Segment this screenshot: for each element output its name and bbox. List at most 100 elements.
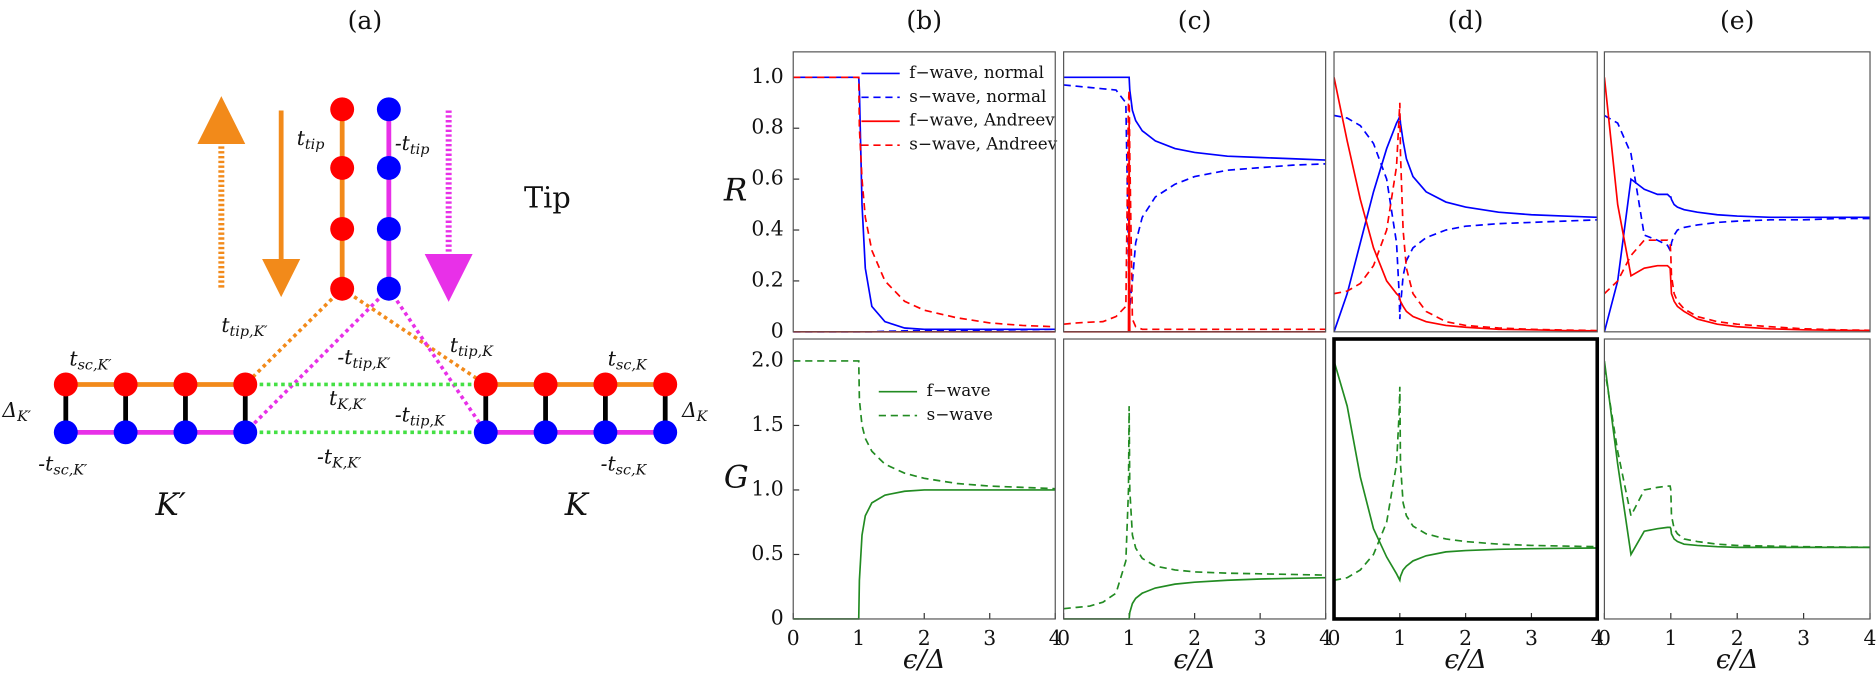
label-main: -t bbox=[395, 130, 411, 154]
hopping-label: -ttip bbox=[395, 130, 430, 157]
label-sub: tip,K bbox=[458, 344, 494, 360]
label-main: -t bbox=[317, 444, 333, 468]
x-tick-label: 0 bbox=[1598, 626, 1611, 650]
series-line bbox=[1063, 576, 1326, 620]
series-line bbox=[1604, 367, 1871, 549]
x-tick-label: 1 bbox=[1123, 626, 1136, 650]
hopping-label: ttip bbox=[297, 126, 325, 153]
legend: f−wave s−wave bbox=[878, 380, 993, 424]
panel: (b) R 0 0.2 0.4 0.6 0.8 1.0 f−wave, normal s−wave… bbox=[723, 6, 1058, 342]
y-tick-label: 0.4 bbox=[751, 217, 783, 241]
series-line bbox=[1063, 90, 1326, 331]
series-line bbox=[1334, 386, 1598, 582]
legend-label: f−wave bbox=[927, 380, 991, 400]
label-sub: tip,K bbox=[410, 414, 446, 430]
y-tick-label: 0.5 bbox=[751, 541, 783, 565]
panel-title: (d) bbox=[1448, 6, 1484, 35]
x-tick-label: 3 bbox=[1254, 626, 1267, 650]
x-tick-label: 1 bbox=[1664, 626, 1677, 650]
series-line bbox=[1334, 77, 1598, 332]
series-line bbox=[793, 76, 1056, 328]
plot-frame bbox=[1063, 51, 1327, 333]
label-main: t bbox=[221, 312, 230, 336]
label-main: Δ bbox=[681, 397, 697, 421]
series-line bbox=[1604, 77, 1871, 332]
y-tick-label: 0.6 bbox=[751, 166, 783, 190]
label-main: -t bbox=[38, 451, 54, 475]
label-main: Δ bbox=[1, 397, 17, 421]
label-sub: tip bbox=[410, 142, 430, 158]
hopping-label: tK,K′ bbox=[329, 385, 367, 412]
series-line bbox=[1334, 115, 1598, 333]
k-label: K bbox=[564, 487, 590, 523]
tip-label: Tip bbox=[524, 181, 571, 215]
label-main: -t bbox=[337, 345, 353, 369]
lattice-diagram: (a) Tip K′ K ttip -ttipttip,K′-ttip,K′tti… bbox=[1, 6, 708, 523]
y-tick-label: 1.0 bbox=[751, 476, 783, 500]
panel: (c) bbox=[1063, 6, 1327, 333]
label-main: -t bbox=[601, 451, 617, 475]
series-line bbox=[1604, 360, 1871, 557]
panel-title: (c) bbox=[1178, 6, 1212, 35]
label-main: t bbox=[608, 346, 617, 370]
x-tick-label: 4 bbox=[1319, 626, 1332, 650]
x-tick-label: 4 bbox=[1591, 626, 1604, 650]
plot-frame bbox=[1333, 51, 1598, 333]
sites bbox=[53, 97, 678, 445]
x-axis-label: ϵ/Δ bbox=[1444, 645, 1487, 675]
label-main: -t bbox=[395, 402, 411, 426]
legend-label: s−wave, normal bbox=[909, 86, 1046, 106]
x-tick-label: 2 bbox=[918, 626, 931, 650]
panel: ϵ/Δ 0 1 2 3 4 bbox=[1328, 337, 1604, 675]
legend-label: f−wave, normal bbox=[909, 62, 1044, 82]
series-line bbox=[793, 360, 1056, 490]
label-main: t bbox=[450, 333, 459, 357]
panel: Gϵ/Δ 0 0.5 1.0 1.5 2.0 0 1 2 3 4 f−wave s−wave bbox=[724, 338, 1062, 675]
label-sub: K,K′ bbox=[331, 455, 362, 471]
hoppings bbox=[243, 287, 488, 435]
x-tick-label: 0 bbox=[1057, 626, 1070, 650]
plot-frame bbox=[792, 51, 1056, 333]
plot-frame bbox=[1603, 338, 1871, 620]
bonds bbox=[63, 109, 668, 435]
hopping-label: ttip,K′ bbox=[221, 312, 268, 339]
x-tick-label: 2 bbox=[1731, 626, 1744, 650]
series-line bbox=[1063, 84, 1326, 320]
hopping-label: -ttip,K′ bbox=[337, 345, 391, 372]
k-prime-label: K′ bbox=[155, 487, 186, 523]
hopping-label: tsc,K bbox=[608, 346, 648, 373]
label-sub: K,K′ bbox=[336, 397, 367, 413]
y-tick-label: 0.2 bbox=[751, 267, 783, 291]
label-sub: sc,K′ bbox=[53, 463, 88, 479]
label-sub: sc,K bbox=[616, 463, 648, 479]
series-line bbox=[1334, 360, 1598, 583]
legend-label: f−wave, Andreev bbox=[909, 110, 1055, 130]
label-sub: sc,K bbox=[616, 357, 648, 373]
x-tick-label: 2 bbox=[1188, 626, 1201, 650]
panel: (e) bbox=[1603, 6, 1871, 333]
label-main: t bbox=[329, 385, 338, 409]
series-line bbox=[793, 489, 1056, 620]
x-axis-label: ϵ/Δ bbox=[903, 645, 946, 675]
x-tick-label: 3 bbox=[983, 626, 996, 650]
label-sub: sc,K′ bbox=[78, 357, 113, 373]
hopping-label: ΔK bbox=[681, 397, 709, 424]
y-axis-label: R bbox=[723, 172, 747, 208]
hopping-label: -tsc,K bbox=[601, 451, 648, 478]
series-line bbox=[1604, 239, 1871, 332]
label-sub: K bbox=[696, 409, 709, 425]
x-tick-label: 4 bbox=[1864, 626, 1876, 650]
label-sub: tip,K′ bbox=[230, 324, 269, 340]
hopping-label: ΔK′ bbox=[1, 397, 31, 424]
x-tick-label: 3 bbox=[1797, 626, 1810, 650]
charts: (b) R 0 0.2 0.4 0.6 0.8 1.0 f−wave, normal s−wave… bbox=[723, 6, 1876, 675]
series-line bbox=[1334, 102, 1598, 332]
x-tick-label: 0 bbox=[1328, 626, 1341, 650]
x-tick-label: 1 bbox=[852, 626, 865, 650]
series-line bbox=[1604, 177, 1871, 333]
legend-label: s−wave, Andreev bbox=[909, 134, 1057, 154]
label-sub: K′ bbox=[16, 409, 32, 425]
x-tick-label: 4 bbox=[1049, 626, 1062, 650]
legend: f−wave, normal s−wave, normal f−wave, Andr… bbox=[861, 62, 1058, 154]
